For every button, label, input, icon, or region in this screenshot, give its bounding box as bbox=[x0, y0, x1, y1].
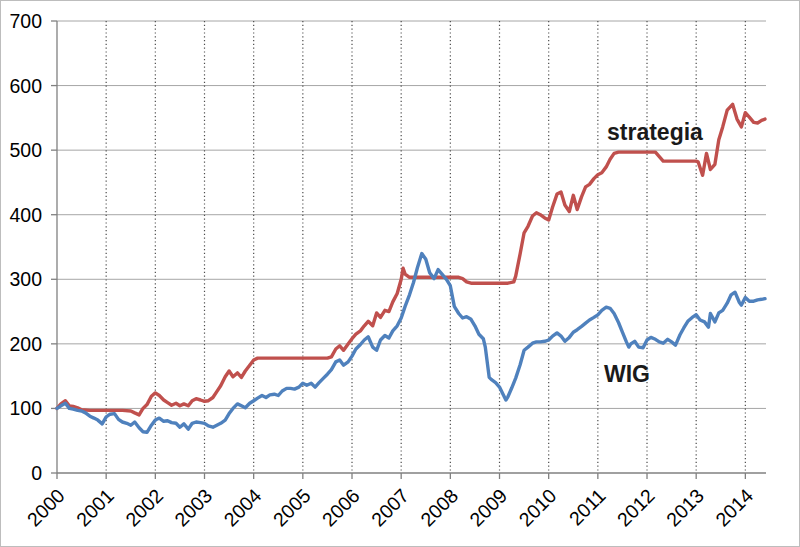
x-tick-label: 2007 bbox=[367, 484, 413, 530]
y-tick-label: 200 bbox=[9, 333, 42, 355]
y-tick-label: 100 bbox=[9, 397, 42, 419]
x-tick-label: 2000 bbox=[23, 484, 69, 530]
x-tick-label: 2012 bbox=[613, 484, 659, 530]
x-tick-label: 2008 bbox=[416, 484, 462, 530]
y-tick-label: 0 bbox=[31, 462, 42, 484]
y-axis-tick-labels: 0 100 200 300 400 500 600 700 bbox=[9, 10, 42, 484]
y-tick-label: 700 bbox=[9, 10, 42, 32]
horizontal-gridlines bbox=[57, 21, 766, 408]
x-axis-tick-labels: 2000200120022003200420052006200720082009… bbox=[23, 484, 758, 530]
series-line-strategia bbox=[57, 104, 765, 415]
y-tick-label: 300 bbox=[9, 268, 42, 290]
y-tick-label: 500 bbox=[9, 139, 42, 161]
series-label-strategia: strategia bbox=[607, 119, 703, 146]
y-tick-label: 600 bbox=[9, 75, 42, 97]
x-tick-label: 2009 bbox=[465, 484, 511, 530]
vertical-gridlines bbox=[106, 21, 745, 473]
line-chart: 0100200300400500600700200020012002200320… bbox=[0, 0, 800, 547]
y-tick-label: 400 bbox=[9, 204, 42, 226]
x-tick-label: 2013 bbox=[662, 484, 708, 530]
x-tick-label: 2006 bbox=[318, 484, 364, 530]
x-tick-label: 2003 bbox=[170, 484, 216, 530]
series-line-wig bbox=[57, 254, 765, 433]
x-tick-label: 2005 bbox=[268, 484, 314, 530]
x-tick-label: 2011 bbox=[564, 484, 609, 529]
x-tick-label: 2004 bbox=[219, 484, 265, 530]
x-tick-label: 2001 bbox=[72, 484, 118, 530]
axes bbox=[51, 21, 766, 479]
x-tick-label: 2010 bbox=[514, 484, 560, 530]
series-label-wig: WIG bbox=[604, 361, 650, 388]
x-tick-label: 2002 bbox=[121, 484, 167, 530]
chart-svg: 0100200300400500600700200020012002200320… bbox=[0, 0, 800, 547]
series-lines bbox=[57, 104, 765, 432]
x-tick-label: 2014 bbox=[711, 484, 757, 530]
